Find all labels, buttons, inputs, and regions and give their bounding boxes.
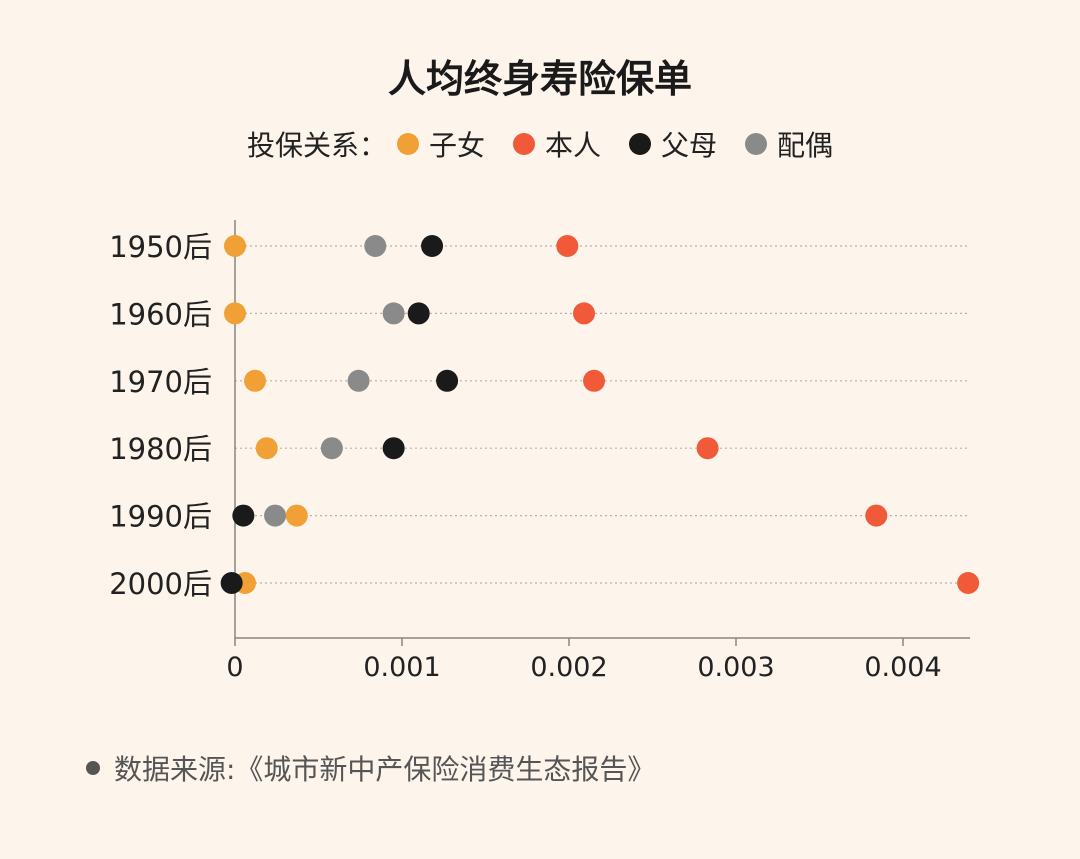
dot-1-5	[957, 572, 980, 594]
legend-item-0: 子女	[396, 124, 485, 164]
dot-3-2	[347, 369, 370, 392]
dot-0-4	[285, 504, 308, 527]
category-label-4: 1990后	[109, 500, 212, 534]
dot-1-1	[573, 302, 596, 325]
x-tick-label-2: 0.002	[530, 652, 607, 683]
dot-1-0	[556, 235, 579, 257]
dot-1-4	[865, 504, 888, 527]
dot-3-0	[364, 235, 387, 257]
legend-swatch-0	[396, 133, 419, 155]
category-label-2: 1970后	[109, 365, 212, 399]
source-bullet-icon	[86, 761, 100, 775]
source-note: 数据来源:《城市新中产保险消费生态报告》	[86, 748, 655, 788]
legend-label-3: 配偶	[777, 129, 834, 162]
legend: 投保关系： 子女 本人 父母 配偶	[0, 124, 1080, 164]
dot-3-3	[320, 437, 343, 460]
legend-label-0: 子女	[428, 129, 485, 162]
dot-plot: 1950后 1960后 1970后 1980后 1990后 2000后 0 0.001 0.00…	[109, 220, 980, 683]
dot-2-0	[421, 235, 444, 257]
dot-3-1	[382, 302, 405, 325]
legend-swatch-1	[512, 133, 535, 155]
legend-swatch-2	[629, 133, 651, 155]
category-label-5: 2000后	[109, 567, 212, 601]
dot-0-1	[224, 302, 246, 325]
legend-label-2: 父母	[661, 129, 718, 162]
legend-item-2: 父母	[629, 124, 717, 164]
category-label-1: 1960后	[109, 297, 212, 331]
dot-0-0	[224, 235, 246, 257]
chart-title: 人均终身寿险保单	[387, 57, 692, 101]
dot-2-1	[407, 302, 430, 325]
dot-2-3	[382, 437, 405, 460]
dot-1-3	[696, 437, 719, 460]
legend-swatch-3	[745, 133, 768, 155]
legend-label-1: 本人	[544, 129, 601, 162]
x-tick-label-4: 0.004	[864, 652, 941, 683]
category-label-3: 1980后	[109, 432, 212, 466]
category-label-0: 1950后	[109, 230, 212, 264]
legend-title: 投保关系：	[246, 129, 387, 162]
dot-2-2	[436, 369, 459, 392]
x-tick-label-0: 0	[226, 652, 243, 683]
x-tick-label-1: 0.001	[363, 652, 440, 683]
dot-2-4	[232, 504, 255, 527]
dot-2-5	[220, 572, 243, 594]
source-text: 数据来源:《城市新中产保险消费生态报告》	[114, 753, 656, 786]
dot-0-3	[255, 437, 278, 460]
dot-3-4	[264, 504, 287, 527]
legend-item-3: 配偶	[745, 124, 833, 164]
x-tick-label-3: 0.003	[697, 652, 774, 683]
dot-0-2	[244, 369, 267, 392]
dot-1-2	[583, 369, 606, 392]
legend-item-1: 本人	[512, 124, 601, 164]
